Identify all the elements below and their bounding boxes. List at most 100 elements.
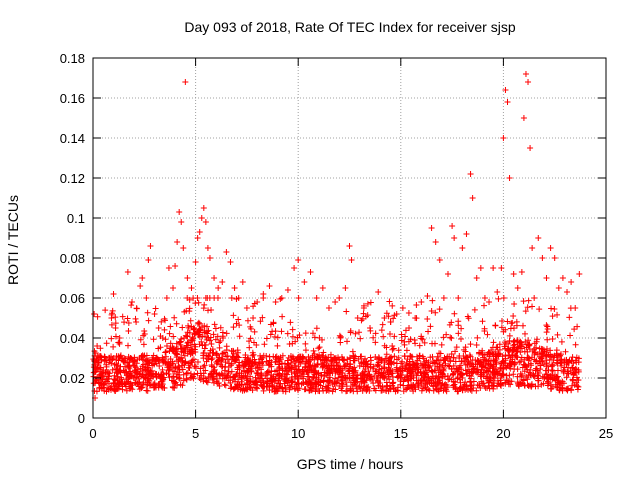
data-point — [527, 366, 534, 373]
data-point — [210, 331, 217, 338]
data-point — [194, 370, 201, 377]
data-point-peak — [486, 299, 493, 305]
data-point — [205, 374, 212, 381]
data-point — [502, 352, 509, 359]
data-point — [96, 352, 103, 359]
data-point — [159, 366, 166, 373]
data-point — [247, 335, 254, 342]
data-point — [360, 384, 367, 391]
data-point-peak — [576, 271, 583, 277]
data-point — [467, 341, 474, 348]
x-tick-label: 20 — [496, 426, 510, 441]
data-point — [374, 362, 381, 369]
data-point — [432, 375, 439, 382]
data-point — [186, 329, 193, 336]
data-point — [569, 354, 576, 361]
data-point — [514, 366, 521, 373]
data-point — [559, 385, 566, 392]
data-point — [170, 345, 177, 352]
data-point — [467, 385, 474, 392]
data-point — [544, 382, 551, 389]
data-point — [390, 315, 397, 322]
data-point — [447, 334, 454, 341]
data-point — [477, 384, 484, 391]
data-point-peak — [108, 315, 115, 321]
data-point — [407, 336, 414, 343]
data-point — [314, 354, 321, 361]
data-point — [109, 366, 116, 373]
data-point — [194, 358, 201, 365]
data-point — [551, 305, 558, 312]
data-point-peak — [514, 285, 521, 291]
data-point-peak — [473, 275, 480, 281]
data-point — [324, 365, 331, 372]
data-point — [420, 355, 427, 362]
data-point — [250, 339, 257, 346]
data-point-peak — [510, 271, 517, 277]
data-point — [573, 379, 580, 386]
data-point — [109, 307, 116, 314]
data-point — [131, 357, 138, 364]
data-point — [125, 362, 132, 369]
data-point — [335, 369, 342, 376]
data-point — [486, 353, 493, 360]
data-point-peak — [174, 239, 181, 245]
data-point — [94, 362, 101, 369]
data-point — [153, 374, 160, 381]
data-point — [277, 295, 284, 302]
data-point — [248, 363, 255, 370]
data-point — [320, 377, 327, 384]
data-point — [196, 320, 203, 327]
data-point — [150, 336, 157, 343]
x-tick-label: 5 — [192, 426, 199, 441]
data-point — [222, 382, 229, 389]
data-point — [176, 375, 183, 382]
data-point — [169, 358, 176, 365]
data-point — [495, 295, 502, 302]
data-point-peak — [106, 355, 113, 361]
data-point — [132, 380, 139, 387]
data-point — [458, 358, 465, 365]
data-point — [162, 360, 169, 367]
data-point — [446, 321, 453, 328]
data-point — [131, 362, 138, 369]
data-point — [389, 346, 396, 353]
data-point — [339, 381, 346, 388]
data-point — [190, 375, 197, 382]
data-point — [413, 302, 420, 309]
data-point — [247, 373, 254, 380]
data-point — [189, 350, 196, 357]
data-point — [524, 341, 531, 348]
data-point — [549, 368, 556, 375]
data-point — [536, 358, 543, 365]
data-point — [150, 371, 157, 378]
data-point-peak — [346, 243, 353, 249]
data-point — [525, 297, 532, 304]
data-point — [247, 385, 254, 392]
data-point — [497, 381, 504, 388]
data-point — [535, 375, 542, 382]
data-point — [231, 373, 238, 380]
data-point — [398, 337, 405, 344]
data-point — [106, 373, 113, 380]
data-point — [97, 345, 104, 352]
data-point — [162, 348, 169, 355]
data-point — [305, 373, 312, 380]
data-point — [556, 386, 563, 393]
data-point — [266, 353, 273, 360]
data-point — [137, 336, 144, 343]
data-point-peak — [418, 299, 425, 305]
data-point-peak — [342, 285, 349, 291]
data-point — [201, 341, 208, 348]
data-point — [291, 370, 298, 377]
data-point-peak — [194, 235, 201, 241]
data-point-peak — [551, 255, 558, 261]
data-point — [95, 374, 102, 381]
data-point — [328, 358, 335, 365]
data-point — [186, 305, 193, 312]
data-point-peak — [527, 145, 534, 151]
data-point — [261, 383, 268, 390]
data-point — [240, 368, 247, 375]
data-point — [404, 356, 411, 363]
data-point — [418, 387, 425, 394]
